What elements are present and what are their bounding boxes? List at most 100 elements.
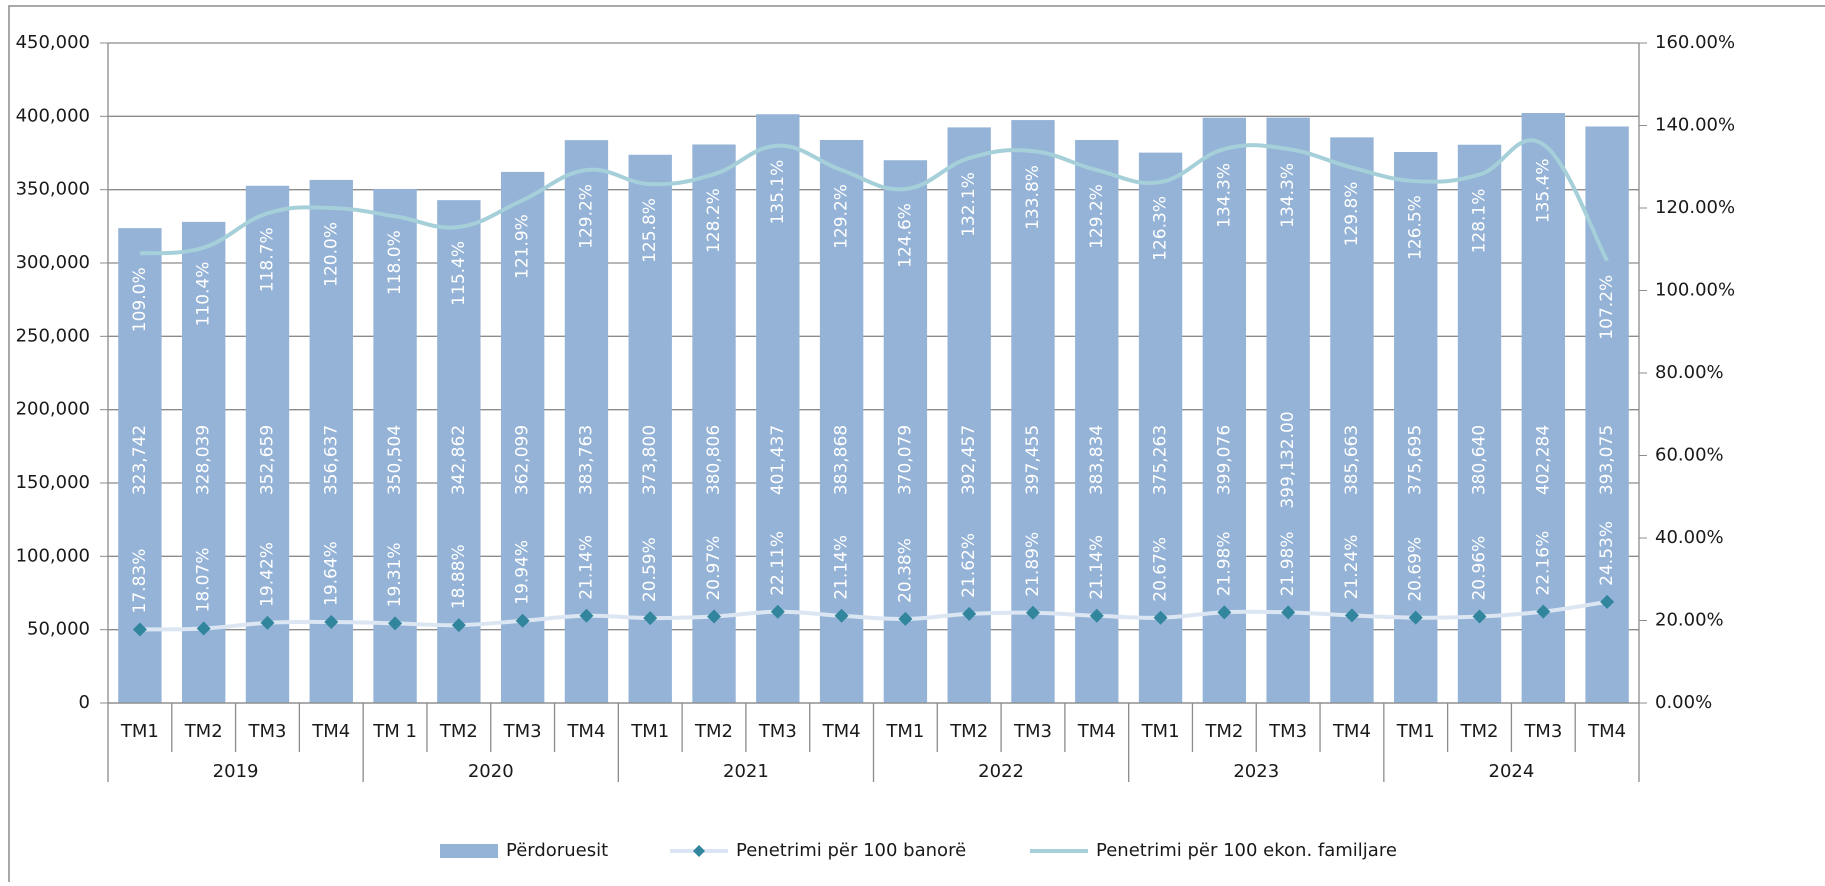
x-tick-label: TM2 (1204, 721, 1243, 742)
line-value-label: 133.8% (1023, 165, 1043, 230)
marker (260, 615, 275, 630)
y-tick-label: 350,000 (16, 179, 90, 200)
marker (1472, 609, 1487, 624)
y2-tick-label: 60.00% (1655, 445, 1724, 466)
x-tick-label: TM3 (1268, 721, 1307, 742)
line-value-label: 132.1% (959, 172, 979, 237)
line-value-label: 20.59% (640, 537, 660, 602)
x-tick-label: TM4 (566, 721, 605, 742)
y-tick-label: 0 (79, 692, 90, 713)
line-value-label: 20.67% (1151, 537, 1171, 602)
x-tick-label: TM2 (694, 721, 733, 742)
line (139, 138, 1609, 262)
line-value-label: 22.16% (1533, 531, 1553, 596)
marker (1600, 594, 1615, 609)
line-value-label: 109.0% (130, 267, 150, 332)
legend-label: Penetrimi për 100 ekon. familjare (1096, 840, 1397, 861)
line-value-label: 19.64% (321, 541, 341, 606)
line-value-label: 135.4% (1533, 158, 1553, 223)
x-tick-label: TM3 (1523, 721, 1562, 742)
line-value-label: 121.9% (513, 214, 533, 279)
line-value-label: 21.98% (1278, 532, 1298, 597)
line-value-label: 19.42% (257, 542, 277, 607)
marker (770, 604, 785, 619)
marker (324, 614, 339, 629)
line-value-label: 21.14% (1087, 535, 1107, 600)
y2-tick-label: 100.00% (1655, 280, 1735, 301)
line-value-label: 134.3% (1278, 163, 1298, 228)
marker (388, 616, 403, 631)
y2-tick-label: 0.00% (1655, 692, 1712, 713)
line-value-label: 18.88% (449, 544, 469, 609)
y-tick-label: 150,000 (16, 472, 90, 493)
bar-value-label: 392,457 (959, 425, 979, 495)
marker (1536, 604, 1551, 619)
line-value-label: 129.2% (832, 184, 852, 249)
x-tick-label: TM2 (439, 721, 478, 742)
x-tick-label: TM2 (184, 721, 223, 742)
x-tick-label: TM1 (630, 721, 669, 742)
y2-tick-label: 80.00% (1655, 362, 1724, 383)
y2-tick-label: 140.00% (1655, 115, 1735, 136)
bar (1585, 126, 1629, 704)
x-tick-label: TM1 (120, 721, 159, 742)
y2-tick-label: 20.00% (1655, 610, 1724, 631)
y-tick-label: 300,000 (16, 252, 90, 273)
bar-value-label: 375,263 (1151, 425, 1171, 495)
year-label: 2024 (1489, 761, 1535, 782)
x-tick-label: TM3 (503, 721, 542, 742)
y-tick-label: 400,000 (16, 105, 90, 126)
line-value-label: 124.6% (895, 203, 915, 268)
line-value-label: 134.3% (1214, 163, 1234, 228)
bar-value-label: 323,742 (130, 425, 150, 495)
x-tick-label: TM4 (1077, 721, 1116, 742)
labels: 323,742 328,039 352,659 356,637 350,504 342,8… (130, 158, 1617, 613)
line-value-label: 21.62% (959, 533, 979, 598)
x-tick-label: TM2 (1460, 721, 1499, 742)
bar-value-label: 350,504 (385, 425, 405, 495)
x-tick-label: TM1 (1396, 721, 1435, 742)
line-value-label: 115.4% (449, 241, 469, 306)
bar-value-label: 385,663 (1342, 425, 1362, 495)
legend-marker (693, 845, 705, 857)
line-value-label: 21.24% (1342, 535, 1362, 600)
year-label: 2023 (1233, 761, 1279, 782)
line-value-label: 120.0% (321, 222, 341, 287)
bar-value-label: 397,455 (1023, 425, 1043, 495)
y-tick-label: 100,000 (16, 545, 90, 566)
line-value-label: 129.8% (1342, 182, 1362, 247)
line-value-label: 18.07% (194, 548, 214, 613)
bar-value-label: 356,637 (321, 425, 341, 495)
bar-value-label: 328,039 (194, 425, 214, 495)
line-value-label: 110.4% (194, 262, 214, 327)
marker (898, 611, 913, 626)
line-value-label: 128.2% (704, 188, 724, 253)
year-label: 2021 (723, 761, 769, 782)
marker (1025, 605, 1040, 620)
marker (132, 622, 147, 637)
bar-value-label: 399,076 (1214, 425, 1234, 495)
line-value-label: 17.83% (130, 549, 150, 614)
line-value-label: 118.7% (257, 227, 277, 292)
y-tick-label: 200,000 (16, 399, 90, 420)
bar-value-label: 380,640 (1470, 425, 1490, 495)
y-tick-label: 250,000 (16, 325, 90, 346)
legend-swatch (440, 844, 498, 858)
y2-tick-label: 120.00% (1655, 197, 1735, 218)
marker (1281, 605, 1296, 620)
x-tick-label: TM3 (758, 721, 797, 742)
x-tick-label: TM3 (247, 721, 286, 742)
bar-value-label: 402,284 (1533, 425, 1553, 495)
year-label: 2020 (468, 761, 514, 782)
line-value-label: 126.3% (1151, 196, 1171, 261)
line-value-label: 19.94% (513, 540, 533, 605)
marker (1089, 608, 1104, 623)
x-tick-label: TM1 (1141, 721, 1180, 742)
bar-value-label: 399,132.00 (1278, 411, 1298, 508)
legend-label: Përdoruesit (506, 840, 608, 861)
line-value-label: 129.2% (1087, 184, 1107, 249)
x-tick-label: TM1 (885, 721, 924, 742)
line-value-label: 21.89% (1023, 532, 1043, 597)
marker (643, 611, 658, 626)
